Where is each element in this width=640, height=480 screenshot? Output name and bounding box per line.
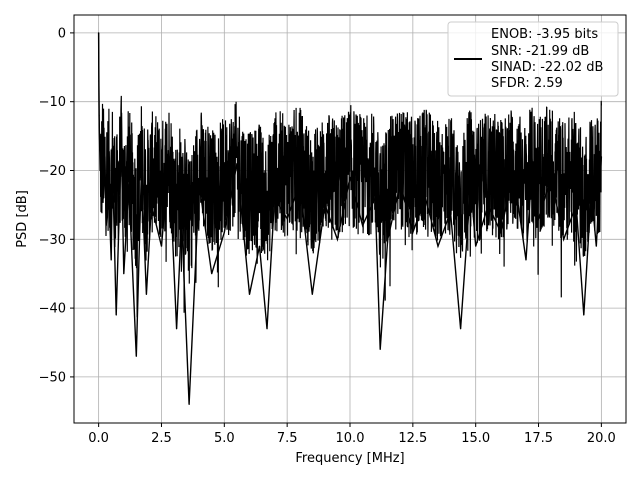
x-tick-label: 12.5 [398, 431, 427, 446]
psd-point [198, 183, 200, 185]
x-tick-label: 20.0 [587, 431, 616, 446]
y-tick-label: 0 [58, 26, 66, 41]
psd-point [487, 204, 489, 206]
psd-point [399, 183, 401, 185]
psd-point [168, 156, 170, 158]
x-tick-label: 2.5 [151, 431, 172, 446]
x-tick-label: 15.0 [461, 431, 490, 446]
psd-point [299, 183, 301, 185]
x-tick-label: 10.0 [336, 431, 365, 446]
psd-point [188, 403, 190, 406]
psd-point [530, 183, 532, 185]
psd-point [361, 224, 364, 227]
psd-point [374, 197, 376, 199]
psd-point [475, 245, 477, 247]
psd-point [470, 183, 472, 185]
psd-point [236, 163, 238, 165]
psd-point [248, 293, 251, 295]
y-tick-label: −50 [39, 370, 66, 385]
y-tick-label: −40 [39, 302, 66, 317]
x-ticks: 0.0 2.5 5.0 7.5 10.0 12.5 15.0 17.5 20.0 [88, 423, 616, 446]
psd-point [512, 169, 514, 172]
psd-point [105, 224, 107, 227]
psd-point [175, 328, 178, 330]
psd-point [103, 197, 105, 199]
legend-box [447, 21, 619, 97]
y-axis-label: PSD [dB] [15, 190, 30, 248]
psd-point [324, 204, 326, 206]
psd-point [550, 176, 552, 178]
psd-point [223, 231, 225, 234]
psd-point [575, 204, 577, 206]
psd-point [311, 293, 313, 295]
psd-point [460, 328, 462, 330]
psd-point [128, 183, 130, 185]
psd-point [590, 190, 592, 192]
x-tick-label: 0.0 [88, 431, 109, 446]
x-axis-label: Frequency [MHz] [295, 451, 404, 466]
psd-point [537, 218, 540, 220]
psd-point [135, 355, 137, 357]
psd-point [387, 238, 389, 240]
psd-point [266, 328, 268, 330]
psd-point [563, 238, 565, 240]
psd-point [111, 163, 114, 165]
psd-point [449, 211, 452, 213]
psd-point [160, 245, 163, 247]
psd-point [99, 142, 101, 144]
y-ticks: 0 −10 −20 −30 −40 −50 [39, 26, 74, 385]
psd-point [336, 238, 339, 240]
psd-point [101, 176, 103, 178]
psd-point [273, 197, 276, 199]
psd-point [123, 273, 125, 275]
psd-point [115, 314, 117, 316]
psd-point [349, 176, 351, 178]
legend-entry-sfdr: SFDR: 2.59 [491, 76, 563, 91]
psd-point [180, 218, 183, 220]
psd-point [600, 156, 602, 158]
psd-point [110, 259, 112, 261]
psd-point [150, 204, 153, 206]
y-tick-label: −10 [39, 95, 66, 110]
y-tick-label: −30 [39, 233, 66, 248]
x-tick-label: 17.5 [524, 431, 553, 446]
psd-point [286, 218, 288, 220]
psd-series-line [97, 32, 603, 405]
psd-point [140, 169, 142, 172]
y-tick-label: −20 [39, 164, 66, 179]
psd-point [100, 211, 102, 213]
psd-point [100, 135, 102, 137]
x-tick-label: 5.0 [214, 431, 235, 446]
psd-point [99, 169, 101, 172]
series-layer [97, 32, 603, 406]
psd-point [583, 314, 585, 316]
psd-point [598, 197, 600, 199]
psd-point [98, 80, 100, 82]
psd-point [437, 245, 439, 247]
psd-point [104, 156, 106, 158]
legend-entry-snr: SNR: -21.99 dB [491, 44, 589, 59]
psd-point [211, 273, 213, 275]
psd-point [102, 128, 104, 130]
x-tick-label: 7.5 [277, 431, 298, 446]
psd-point [145, 293, 147, 295]
legend-entry-enob: ENOB: -3.95 bits [491, 27, 598, 42]
legend: ENOB: -3.95 bits SNR: -21.99 dB SINAD: -… [447, 21, 619, 97]
psd-point [500, 231, 502, 234]
legend-entry-sinad: SINAD: -22.02 dB [491, 60, 603, 75]
psd-point [595, 245, 597, 247]
psd-point [379, 348, 381, 350]
psd-point [412, 231, 414, 234]
psd-point [525, 259, 527, 261]
psd-point [424, 197, 427, 199]
psd-point [258, 245, 261, 247]
psd-point [108, 190, 110, 192]
psd-point [98, 32, 100, 34]
psd-point [120, 142, 122, 144]
psd-point [98, 114, 100, 117]
